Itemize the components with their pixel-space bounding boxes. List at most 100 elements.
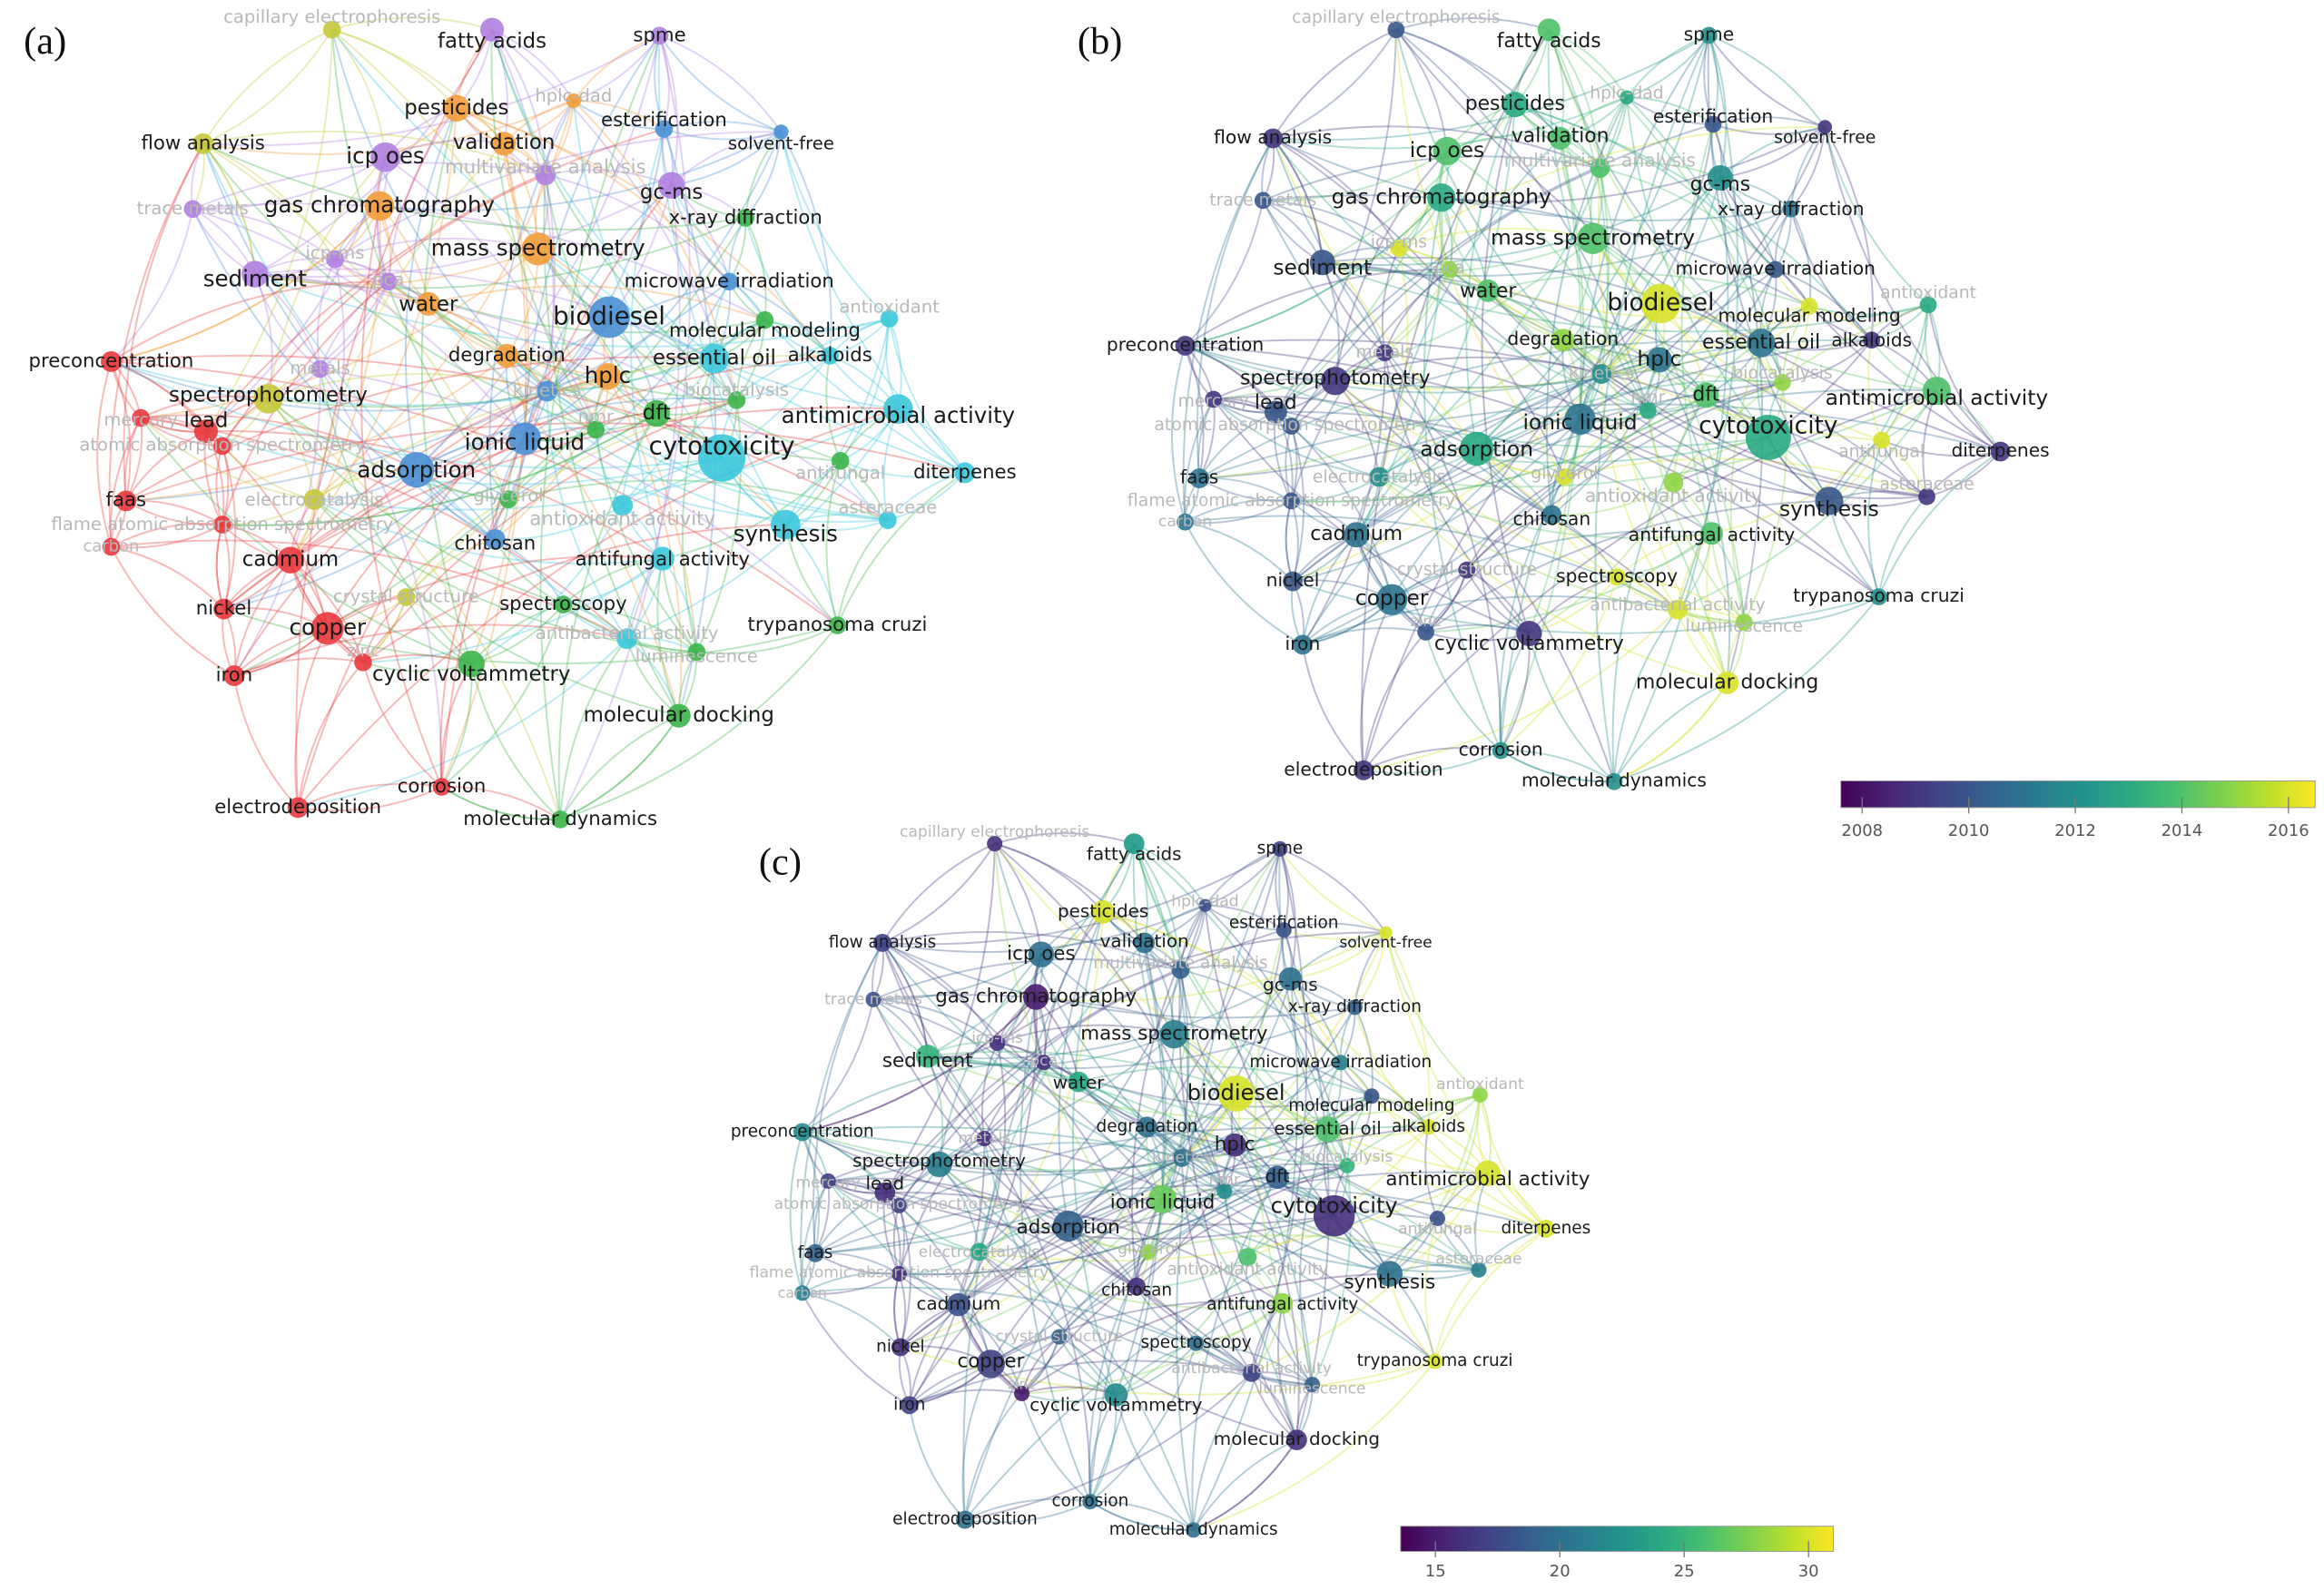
node[interactable] xyxy=(1918,487,1935,505)
node[interactable] xyxy=(1186,1522,1202,1538)
node[interactable] xyxy=(1556,468,1573,486)
node[interactable] xyxy=(586,420,606,439)
node[interactable] xyxy=(687,643,706,662)
node[interactable] xyxy=(1476,279,1500,302)
node[interactable] xyxy=(1175,336,1196,356)
node[interactable] xyxy=(1216,1183,1233,1200)
node[interactable] xyxy=(1640,283,1681,324)
node[interactable] xyxy=(727,391,746,409)
node[interactable] xyxy=(1068,1071,1089,1093)
node[interactable] xyxy=(310,612,344,645)
node[interactable] xyxy=(1441,260,1459,279)
node[interactable] xyxy=(954,462,976,484)
node[interactable] xyxy=(1272,1292,1294,1314)
node[interactable] xyxy=(1782,200,1800,218)
node[interactable] xyxy=(183,200,202,219)
node[interactable] xyxy=(956,1510,974,1529)
node[interactable] xyxy=(1605,772,1623,790)
node[interactable] xyxy=(193,419,218,444)
node[interactable] xyxy=(1427,1353,1443,1369)
node[interactable] xyxy=(397,588,416,606)
node[interactable] xyxy=(223,665,245,686)
node[interactable] xyxy=(1346,999,1363,1016)
node[interactable] xyxy=(1189,468,1210,488)
node[interactable] xyxy=(1608,568,1626,586)
node[interactable] xyxy=(253,383,283,414)
node[interactable] xyxy=(1417,623,1434,641)
node[interactable] xyxy=(1238,1248,1257,1267)
node[interactable] xyxy=(1376,344,1393,362)
node[interactable] xyxy=(1590,158,1610,179)
node[interactable] xyxy=(1774,374,1791,391)
node[interactable] xyxy=(1172,1148,1191,1167)
node[interactable] xyxy=(865,991,881,1007)
node[interactable] xyxy=(537,380,557,402)
node[interactable] xyxy=(880,309,899,328)
node[interactable] xyxy=(1429,1211,1445,1227)
node[interactable] xyxy=(1283,417,1300,435)
node[interactable] xyxy=(1123,833,1145,855)
node[interactable] xyxy=(1551,329,1575,352)
node[interactable] xyxy=(976,1350,1006,1379)
node[interactable] xyxy=(1433,136,1462,166)
node[interactable] xyxy=(479,17,505,42)
node[interactable] xyxy=(1254,191,1272,210)
node[interactable] xyxy=(1502,92,1528,118)
node[interactable] xyxy=(612,495,634,516)
node[interactable] xyxy=(1339,1157,1355,1173)
node[interactable] xyxy=(566,93,581,109)
node[interactable] xyxy=(416,291,440,316)
node[interactable] xyxy=(970,1242,989,1261)
node[interactable] xyxy=(1700,26,1718,44)
node[interactable] xyxy=(1128,1277,1147,1296)
node[interactable] xyxy=(508,422,541,456)
node[interactable] xyxy=(1919,296,1937,314)
node[interactable] xyxy=(354,653,372,672)
node[interactable] xyxy=(1028,941,1055,967)
node[interactable] xyxy=(535,164,556,186)
node[interactable] xyxy=(650,26,669,45)
node[interactable] xyxy=(1390,240,1408,258)
node[interactable] xyxy=(132,408,150,427)
node[interactable] xyxy=(213,515,231,534)
node[interactable] xyxy=(657,172,685,199)
node[interactable] xyxy=(521,232,555,266)
node[interactable] xyxy=(1745,415,1791,460)
node[interactable] xyxy=(891,1266,907,1282)
node[interactable] xyxy=(1309,250,1335,276)
node[interactable] xyxy=(364,191,395,221)
node[interactable] xyxy=(458,650,485,678)
node[interactable] xyxy=(1159,1020,1188,1049)
node[interactable] xyxy=(1427,183,1456,212)
node[interactable] xyxy=(643,399,670,427)
node[interactable] xyxy=(1321,367,1350,396)
node[interactable] xyxy=(1549,127,1572,150)
node[interactable] xyxy=(1051,1329,1068,1345)
node[interactable] xyxy=(1147,1184,1177,1213)
node[interactable] xyxy=(1177,513,1194,531)
node[interactable] xyxy=(1304,1377,1321,1393)
node[interactable] xyxy=(1313,1194,1355,1237)
node[interactable] xyxy=(1537,18,1561,42)
node[interactable] xyxy=(794,1285,811,1301)
node[interactable] xyxy=(1704,115,1722,133)
node[interactable] xyxy=(1471,1261,1487,1278)
node[interactable] xyxy=(987,836,1003,852)
node[interactable] xyxy=(432,778,451,796)
node[interactable] xyxy=(793,1123,812,1142)
node[interactable] xyxy=(1217,1075,1255,1112)
node[interactable] xyxy=(1333,1055,1349,1071)
node[interactable] xyxy=(1275,922,1292,938)
node[interactable] xyxy=(1140,1243,1157,1260)
node[interactable] xyxy=(1474,1160,1502,1187)
node[interactable] xyxy=(1620,90,1634,105)
node[interactable] xyxy=(310,359,330,378)
node[interactable] xyxy=(495,343,519,368)
node[interactable] xyxy=(883,394,913,425)
node[interactable] xyxy=(1873,431,1890,449)
node[interactable] xyxy=(926,1151,952,1178)
node[interactable] xyxy=(915,1044,940,1068)
node[interactable] xyxy=(736,209,755,227)
node[interactable] xyxy=(370,142,400,172)
node[interactable] xyxy=(650,546,675,571)
